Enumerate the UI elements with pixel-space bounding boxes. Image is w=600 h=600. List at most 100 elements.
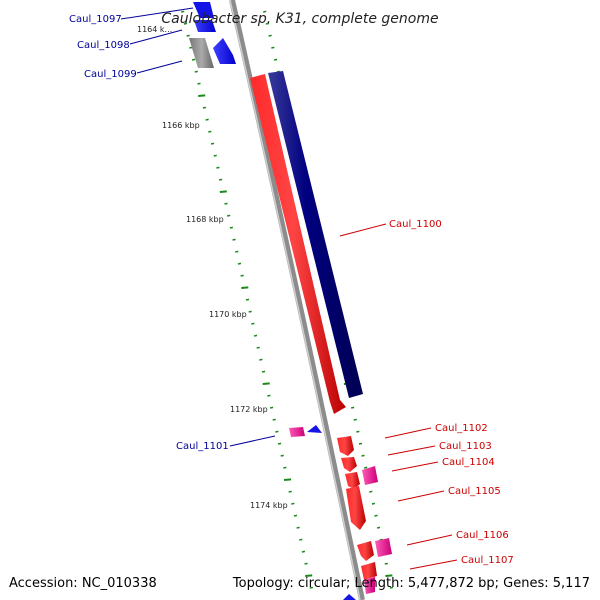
- accession-text: Accession: NC_010338: [9, 576, 157, 591]
- ruler-minor-tick: [227, 214, 231, 217]
- ruler-major-tick: [241, 286, 249, 289]
- ruler-minor-tick: [268, 34, 272, 37]
- gene-label[interactable]: Caul_1098: [77, 40, 130, 51]
- gene-caul-1100-shape[interactable]: [250, 74, 346, 414]
- ruler-minor-tick: [245, 298, 250, 301]
- ruler-minor-tick: [240, 274, 244, 277]
- ruler-minor-tick: [275, 430, 279, 433]
- gene-caul-1105-shape[interactable]: [346, 486, 366, 530]
- gene-label[interactable]: Caul_1097: [69, 14, 122, 25]
- ruler-minor-tick: [271, 46, 275, 49]
- ruler-minor-tick: [288, 490, 292, 493]
- ruler-minor-tick: [224, 202, 228, 205]
- ruler-label: 1164 k...: [137, 25, 172, 34]
- ruler-minor-tick: [299, 538, 303, 541]
- ruler-minor-tick: [283, 466, 287, 469]
- ruler-minor-tick: [293, 514, 298, 517]
- map-title: Caulobacter sp. K31, complete genome: [161, 11, 438, 27]
- gene-caul-1106-shape[interactable]: [357, 541, 374, 561]
- ruler-minor-tick: [376, 526, 381, 529]
- genome-backbone: [229, 0, 365, 600]
- ruler-minor-tick: [358, 442, 363, 445]
- ruler-minor-tick: [208, 130, 212, 133]
- ruler-labels: 1164 k... 1166 kbp 1168 kbp 1170 kbp 117…: [137, 25, 288, 510]
- ruler-minor-tick: [251, 322, 255, 325]
- gene-caul-1097-shape[interactable]: [193, 2, 214, 18]
- ruler-minor-tick: [353, 418, 357, 421]
- gene-gray-shape[interactable]: [189, 38, 214, 68]
- ruler-minor-tick: [277, 442, 282, 445]
- ruler-minor-tick: [213, 154, 217, 157]
- ruler-minor-tick: [291, 502, 295, 505]
- ruler-minor-tick: [194, 70, 198, 73]
- gene-label[interactable]: Caul_1099: [84, 69, 137, 80]
- ruler-minor-tick: [205, 118, 209, 121]
- ruler-minor-tick: [369, 490, 373, 493]
- ruler-minor-tick: [210, 142, 215, 145]
- ruler-major-tick: [305, 574, 313, 577]
- ruler-minor-tick: [301, 550, 306, 553]
- gene-label[interactable]: Caul_1105: [448, 486, 501, 497]
- gene-caul-1104-shape[interactable]: [345, 472, 360, 489]
- ruler-minor-tick: [389, 586, 394, 589]
- gene-label[interactable]: Caul_1100: [389, 219, 442, 230]
- ruler-minor-tick: [191, 58, 196, 61]
- ruler-minor-tick: [218, 178, 223, 181]
- ruler-minor-tick: [263, 10, 267, 13]
- ruler-minor-tick: [267, 394, 271, 397]
- gene-label[interactable]: Caul_1104: [442, 457, 495, 468]
- gene-tracks: [189, 2, 392, 600]
- ruler-major-tick: [385, 574, 393, 577]
- gene-labels: Caul_1097 Caul_1098 Caul_1099 Caul_1100 …: [69, 14, 514, 566]
- ruler-minor-tick: [296, 526, 300, 529]
- ruler-minor-tick: [265, 22, 270, 25]
- ruler-minor-tick: [248, 310, 252, 313]
- topology-text: Topology: circular; Length: 5,477,872 bp…: [232, 576, 590, 591]
- gene-caul-1101-shape[interactable]: [307, 425, 322, 433]
- ruler-minor-tick: [181, 10, 185, 13]
- ruler-label: 1174 kbp: [250, 501, 288, 510]
- ruler-minor-tick: [374, 514, 378, 517]
- ruler-minor-tick: [309, 586, 314, 589]
- gene-caul-1098-shape[interactable]: [194, 20, 216, 32]
- ruler-minor-tick: [202, 106, 207, 109]
- ruler-minor-tick: [273, 58, 278, 61]
- ruler-minor-tick: [235, 250, 239, 253]
- gene-caul-1103-shape[interactable]: [341, 457, 357, 472]
- gene-label[interactable]: Caul_1103: [439, 441, 492, 452]
- ruler-major-tick: [198, 94, 206, 97]
- gene-label[interactable]: Caul_1101: [176, 441, 229, 452]
- gene-label[interactable]: Caul_1106: [456, 530, 509, 541]
- ruler-minor-tick: [304, 562, 308, 565]
- ruler-minor-tick: [253, 334, 258, 337]
- gene-bottom-blue-shape[interactable]: [343, 594, 356, 600]
- ruler-major-tick: [283, 478, 292, 481]
- ruler-minor-tick: [269, 406, 274, 409]
- gene-caul-1101-pink-shape[interactable]: [289, 427, 305, 437]
- gene-label[interactable]: Caul_1102: [435, 423, 488, 434]
- gene-caul-1106-pink-shape[interactable]: [375, 538, 392, 557]
- ruler-label: 1166 kbp: [162, 121, 200, 130]
- label-leaders: [120, 7, 458, 570]
- ruler-minor-tick: [280, 454, 284, 457]
- ruler-minor-tick: [232, 238, 236, 241]
- gene-caul-1099-shape[interactable]: [213, 38, 236, 64]
- ruler-minor-tick: [256, 346, 260, 349]
- ruler-minor-tick: [197, 82, 201, 85]
- gene-caul-1102-shape[interactable]: [337, 436, 354, 456]
- gene-caul-1104-pink-shape[interactable]: [362, 466, 378, 485]
- gene-label[interactable]: Caul_1107: [461, 555, 514, 566]
- gene-caul-1107-shape[interactable]: [361, 562, 377, 580]
- ruler-label: 1170 kbp: [209, 310, 247, 319]
- ruler-minor-tick: [261, 370, 266, 373]
- ruler-minor-tick: [186, 34, 190, 37]
- ruler-minor-tick: [229, 226, 234, 229]
- ruler-minor-tick: [350, 406, 355, 409]
- ruler-minor-tick: [259, 358, 263, 361]
- ruler-minor-tick: [361, 454, 365, 457]
- ruler-minor-tick: [216, 166, 220, 169]
- ruler-major-tick: [219, 190, 227, 193]
- ruler-minor-tick: [363, 466, 368, 469]
- gene-bottom-pink-shape[interactable]: [364, 577, 375, 594]
- gene-navy-shape[interactable]: [268, 71, 363, 398]
